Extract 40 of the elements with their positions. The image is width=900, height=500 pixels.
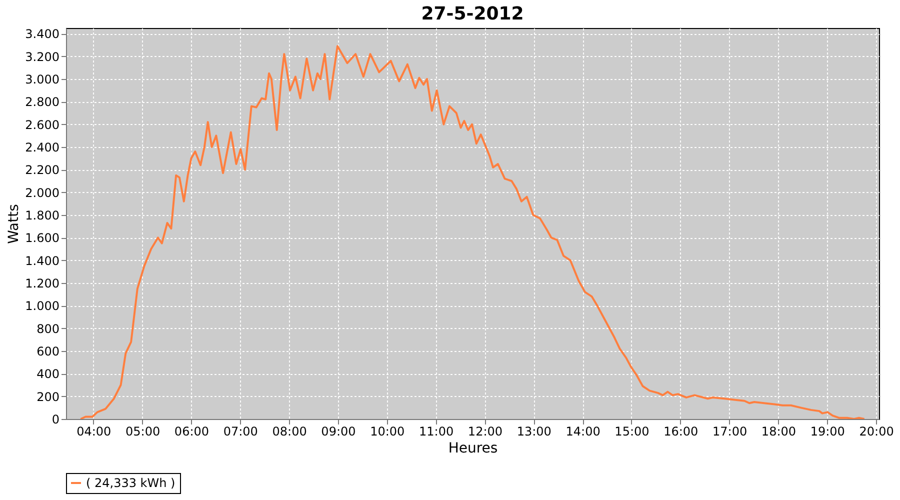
x-tick-label: 12:00 bbox=[468, 424, 503, 438]
y-tick-label: 2.600 bbox=[25, 118, 60, 132]
x-tick-label: 04:00 bbox=[76, 424, 112, 438]
x-tick-label: 14:00 bbox=[566, 424, 600, 438]
y-tick-label: 400 bbox=[36, 367, 60, 382]
x-tick-label: 20:00 bbox=[859, 424, 894, 438]
y-tick-label: 2.800 bbox=[25, 95, 60, 110]
y-tick-label: 2.200 bbox=[25, 163, 60, 178]
legend-label: ( 24,333 kWh ) bbox=[86, 476, 176, 490]
x-tick-label: 15:00 bbox=[614, 424, 650, 438]
y-tick-label: 1.400 bbox=[25, 254, 60, 268]
x-tick-label: 06:00 bbox=[174, 424, 210, 438]
x-tick-label: 08:00 bbox=[272, 424, 307, 438]
y-tick-label: 200 bbox=[36, 390, 60, 404]
y-tick-label: 1.800 bbox=[25, 208, 60, 222]
y-tick-label: 3.200 bbox=[25, 50, 60, 64]
x-tick-label: 17:00 bbox=[712, 424, 748, 438]
y-axis-title: Watts bbox=[6, 204, 22, 244]
y-tick-label: 2.000 bbox=[25, 186, 60, 200]
y-tick-label: 600 bbox=[36, 344, 60, 358]
x-tick-label: 05:00 bbox=[126, 424, 160, 438]
y-tick-label: 1.000 bbox=[25, 299, 60, 314]
line-series bbox=[80, 45, 866, 419]
y-tick-label: 2.400 bbox=[25, 140, 60, 154]
x-tick-label: 16:00 bbox=[664, 424, 698, 438]
y-tick-label: 3.000 bbox=[25, 72, 60, 86]
x-tick-label: 11:00 bbox=[419, 424, 454, 438]
x-tick-label: 07:00 bbox=[223, 424, 258, 438]
chart-title: 27-5-2012 bbox=[421, 4, 524, 25]
x-tick-label: 09:00 bbox=[321, 424, 356, 438]
y-tick-label: 800 bbox=[36, 322, 60, 336]
x-tick-label: 18:00 bbox=[761, 424, 796, 438]
y-tick-label: 1.600 bbox=[25, 231, 60, 246]
x-tick-label: 10:00 bbox=[370, 424, 405, 438]
y-tick-label: 3.400 bbox=[25, 27, 60, 42]
y-tick-label: 0 bbox=[52, 412, 60, 426]
x-tick-label: 19:00 bbox=[810, 424, 845, 438]
y-tick-label: 1.200 bbox=[25, 276, 60, 290]
x-axis-title: Heures bbox=[448, 440, 498, 456]
x-tick-label: 13:00 bbox=[516, 424, 552, 438]
